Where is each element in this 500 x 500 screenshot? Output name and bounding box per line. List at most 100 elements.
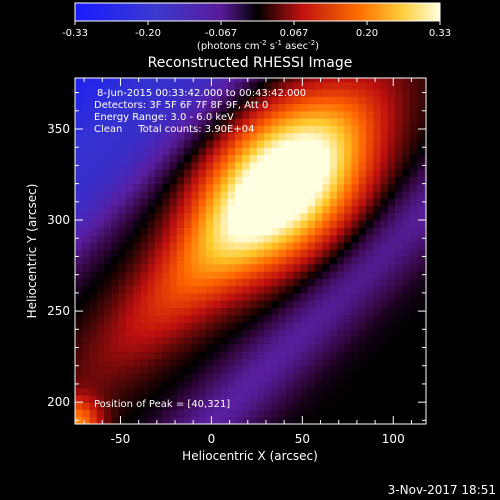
heatmap-cell [140, 278, 149, 287]
heatmap-cell [264, 314, 273, 323]
heatmap-cell [307, 380, 316, 389]
heatmap-cell [111, 314, 120, 323]
heatmap-cell [162, 249, 171, 258]
heatmap-cell [147, 380, 156, 389]
heatmap-cell [111, 358, 120, 367]
heatmap-cell [184, 110, 192, 119]
heatmap-cell [402, 336, 411, 345]
heatmap-cell [133, 380, 142, 389]
heatmap-cell [264, 96, 273, 105]
heatmap-cell [271, 198, 280, 207]
heatmap-cell [162, 380, 171, 389]
heatmap-cell [155, 205, 163, 214]
heatmap-cell [424, 394, 426, 403]
heatmap-cell [227, 387, 236, 396]
heatmap-cell [198, 351, 207, 360]
heatmap-cell [96, 373, 105, 381]
heatmap-cell [140, 256, 149, 265]
heatmap-cell [249, 139, 258, 148]
heatmap-cell [402, 220, 411, 228]
heatmap-cell [227, 154, 236, 163]
heatmap-cell [162, 358, 171, 367]
heatmap-cell [264, 271, 273, 279]
heatmap-cell [307, 96, 316, 105]
heatmap-cell [402, 88, 411, 97]
heatmap-cell [104, 169, 112, 177]
heatmap-cell [307, 373, 316, 381]
heatmap-cell [242, 183, 251, 192]
heatmap-cell [365, 125, 374, 134]
heatmap-cell [365, 322, 374, 330]
heatmap-cell [271, 307, 280, 316]
heatmap-cell [365, 380, 374, 389]
heatmap-cell [336, 147, 345, 156]
heatmap-cell [191, 234, 200, 243]
heatmap-cell [365, 132, 374, 141]
heatmap-cell [271, 263, 280, 272]
heatmap-cell [344, 118, 353, 126]
heatmap-cell [75, 190, 83, 199]
heatmap-cell [395, 271, 403, 279]
heatmap-cell [227, 125, 236, 134]
heatmap-cell [416, 220, 425, 228]
heatmap-cell [387, 190, 396, 199]
heatmap-cell [169, 351, 178, 360]
heatmap-cell [329, 314, 338, 323]
heatmap-cell [351, 358, 360, 367]
heatmap-cell [322, 198, 331, 207]
heatmap-cell [293, 125, 302, 134]
heatmap-cell [162, 205, 171, 214]
heatmap-cell [271, 380, 280, 389]
heatmap-cell [147, 147, 156, 156]
heatmap-cell [264, 402, 273, 411]
heatmap-cell [256, 125, 265, 134]
heatmap-cell [96, 139, 105, 148]
heatmap-cell [227, 256, 236, 265]
heatmap-cell [249, 103, 258, 112]
heatmap-cell [235, 227, 243, 236]
heatmap-cell [176, 329, 185, 338]
heatmap-cell [365, 373, 374, 381]
heatmap-cell [322, 103, 331, 112]
heatmap-cell [249, 176, 258, 185]
heatmap-cell [205, 322, 214, 330]
heatmap-cell [409, 256, 418, 265]
heatmap-cell [329, 402, 338, 411]
heatmap-cell [75, 176, 83, 185]
heatmap-cell [416, 271, 425, 279]
heatmap-cell [307, 365, 316, 374]
heatmap-cell [293, 212, 302, 221]
y-tick-label: 250 [47, 304, 70, 318]
heatmap-cell [365, 161, 374, 170]
heatmap-cell [198, 292, 207, 301]
heatmap-cell [162, 402, 171, 411]
heatmap-cell [380, 351, 389, 360]
heatmap-cell [409, 205, 418, 214]
heatmap-cell [322, 132, 331, 141]
heatmap-cell [155, 322, 163, 330]
heatmap-cell [184, 96, 192, 105]
heatmap-cell [336, 110, 345, 119]
heatmap-cell [176, 416, 185, 424]
heatmap-cell [416, 198, 425, 207]
heatmap-cell [104, 132, 112, 141]
heatmap-cell [147, 169, 156, 177]
heatmap-cell [140, 285, 149, 294]
heatmap-cell [184, 351, 192, 360]
heatmap-cell [220, 176, 229, 185]
heatmap-cell [125, 256, 134, 265]
heatmap-cell [205, 125, 214, 134]
heatmap-cell [293, 183, 302, 192]
heatmap-cell [133, 322, 142, 330]
heatmap-cell [409, 358, 418, 367]
heatmap-cell [104, 351, 112, 360]
heatmap-cell [365, 409, 374, 418]
heatmap-cell [125, 88, 134, 97]
heatmap-cell [176, 256, 185, 265]
heatmap-cell [315, 169, 323, 177]
heatmap-cell [307, 271, 316, 279]
heatmap-cell [315, 387, 323, 396]
heatmap-cell [387, 278, 396, 287]
heatmap-cell [344, 402, 353, 411]
